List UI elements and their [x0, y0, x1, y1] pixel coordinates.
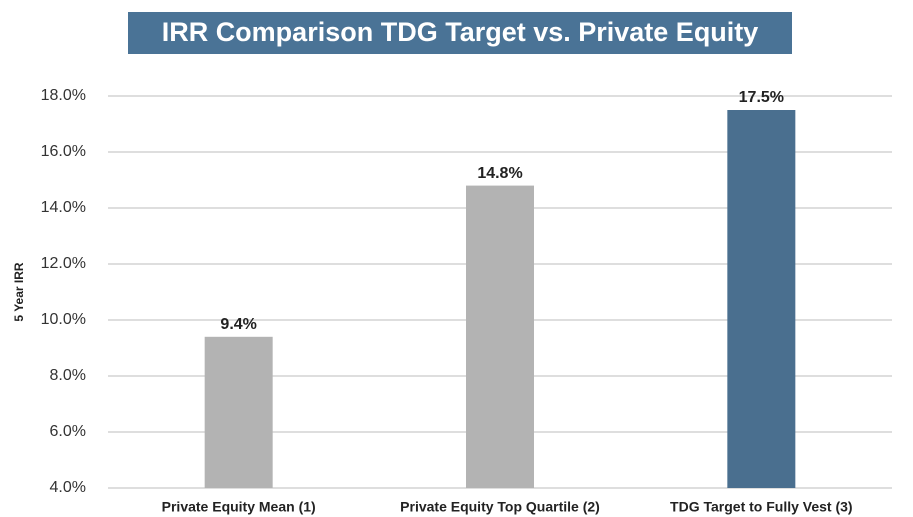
y-tick-label: 16.0% [41, 143, 86, 160]
value-label: 14.8% [477, 165, 522, 182]
x-tick-label: Private Equity Mean (1) [162, 499, 316, 515]
bar [727, 110, 796, 488]
y-axis-label: 5 Year IRR [12, 262, 26, 321]
y-tick-label: 18.0% [41, 87, 86, 104]
chart-title: IRR Comparison TDG Target vs. Private Eq… [162, 17, 759, 47]
value-label: 17.5% [739, 89, 784, 106]
x-tick-label: Private Equity Top Quartile (2) [400, 499, 600, 515]
y-tick-label: 6.0% [50, 423, 86, 440]
bar [466, 185, 534, 488]
y-tick-label: 10.0% [41, 311, 86, 328]
title-box [128, 12, 792, 54]
value-label: 9.4% [220, 316, 256, 333]
y-tick-label: 8.0% [50, 367, 86, 384]
y-tick-label: 12.0% [41, 255, 86, 272]
x-tick-label: TDG Target to Fully Vest (3) [670, 499, 853, 515]
bar [204, 336, 273, 488]
y-tick-label: 4.0% [50, 479, 86, 496]
y-tick-label: 14.0% [41, 199, 86, 216]
